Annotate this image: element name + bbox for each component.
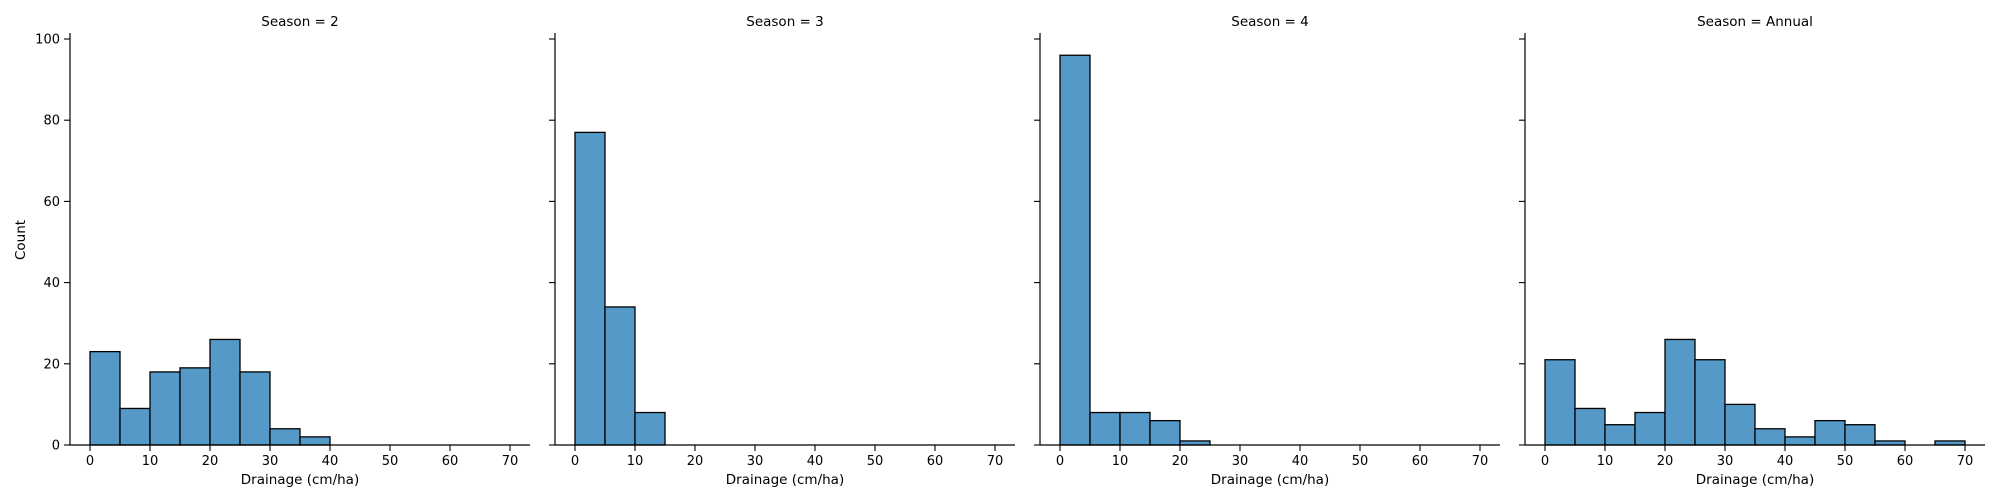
facet-panel: Season = Annual 0 10 20 30 40 50 60 70 Drainage (… [1519,14,1985,488]
histogram-bar [1574,407,1606,446]
histogram-bar [1754,428,1786,446]
x-axis-label: Drainage (cm/ha) [1696,472,1814,488]
histogram-bar [1874,440,1906,446]
histogram-bar [1844,424,1876,446]
histogram-bar [1634,411,1666,446]
panel-title: Season = 2 [261,14,338,30]
x-tick-label: 50 [867,454,884,469]
panel-title: Season = 3 [746,14,823,30]
x-tick-label: 60 [1897,454,1914,469]
facet-panel: Season = 2 0 20 40 60 80 100 0 10 20 30 40 50 60 70 Dra… [35,14,530,488]
x-tick-label: 30 [1717,454,1734,469]
x-tick-label: 30 [262,454,279,469]
x-tick-label: 20 [687,454,704,469]
histogram-bar [299,436,331,446]
x-tick-label: 50 [382,454,399,469]
histogram-bar [1604,424,1636,446]
histogram-bar [1059,54,1091,446]
histogram-bar [1089,411,1121,446]
x-axis-label: Drainage (cm/ha) [241,472,359,488]
histogram-bar [1664,338,1696,446]
histogram-bar [1814,419,1846,446]
histogram-bar [149,371,181,446]
histogram-bar [634,411,666,446]
histogram-bar [1934,440,1966,446]
histogram-bar [179,367,211,446]
y-axis-label: Count [13,220,29,260]
x-tick-label: 40 [322,454,339,469]
x-tick-label: 70 [987,454,1004,469]
x-tick-label: 40 [1777,454,1794,469]
x-axis-label: Drainage (cm/ha) [1211,472,1329,488]
histogram-bar [269,428,301,446]
x-tick-label: 10 [627,454,644,469]
panel-title: Season = Annual [1697,14,1813,30]
y-tick-label: 80 [43,114,60,129]
histogram-bar [119,407,151,446]
panel-title: Season = 4 [1231,14,1308,30]
facet-panel: Season = 4 0 10 20 30 40 50 60 70 Drainage (cm/ha… [1034,14,1500,488]
x-axis-label: Drainage (cm/ha) [726,472,844,488]
x-tick-label: 70 [1472,454,1489,469]
x-tick-label: 20 [1657,454,1674,469]
histogram-bar [1149,419,1181,446]
x-tick-label: 70 [502,454,519,469]
histogram-bar [1179,440,1211,446]
x-tick-label: 0 [1056,454,1064,469]
histogram-bar [239,371,271,446]
x-tick-label: 60 [1412,454,1429,469]
histogram-bar [209,338,241,446]
y-tick-label: 40 [43,276,60,291]
x-tick-label: 40 [1292,454,1309,469]
x-tick-label: 70 [1957,454,1974,469]
histogram-bar [89,350,121,446]
x-tick-label: 10 [1112,454,1129,469]
x-tick-label: 20 [1172,454,1189,469]
x-tick-label: 10 [142,454,159,469]
y-tick-label: 20 [43,357,60,372]
x-tick-label: 0 [1541,454,1549,469]
facet-panel: Season = 3 0 10 20 30 40 50 60 70 Drainage (cm/ha… [549,14,1015,488]
histogram-bar [1694,359,1726,446]
histogram-bar [1544,359,1576,446]
histogram-bar [574,131,606,446]
x-tick-label: 50 [1352,454,1369,469]
x-tick-label: 0 [571,454,579,469]
x-tick-label: 30 [747,454,764,469]
y-tick-label: 100 [35,33,60,48]
histogram-bar [1724,403,1756,446]
y-tick-label: 60 [43,195,60,210]
x-tick-label: 30 [1232,454,1249,469]
x-tick-label: 60 [927,454,944,469]
histogram-bar [604,306,636,446]
x-tick-label: 0 [86,454,94,469]
histogram-bar [1119,411,1151,446]
x-tick-label: 50 [1837,454,1854,469]
x-tick-label: 60 [442,454,459,469]
histogram-bar [1784,436,1816,446]
x-tick-label: 20 [202,454,219,469]
x-tick-label: 40 [807,454,824,469]
x-tick-label: 10 [1597,454,1614,469]
y-tick-label: 0 [52,439,60,454]
